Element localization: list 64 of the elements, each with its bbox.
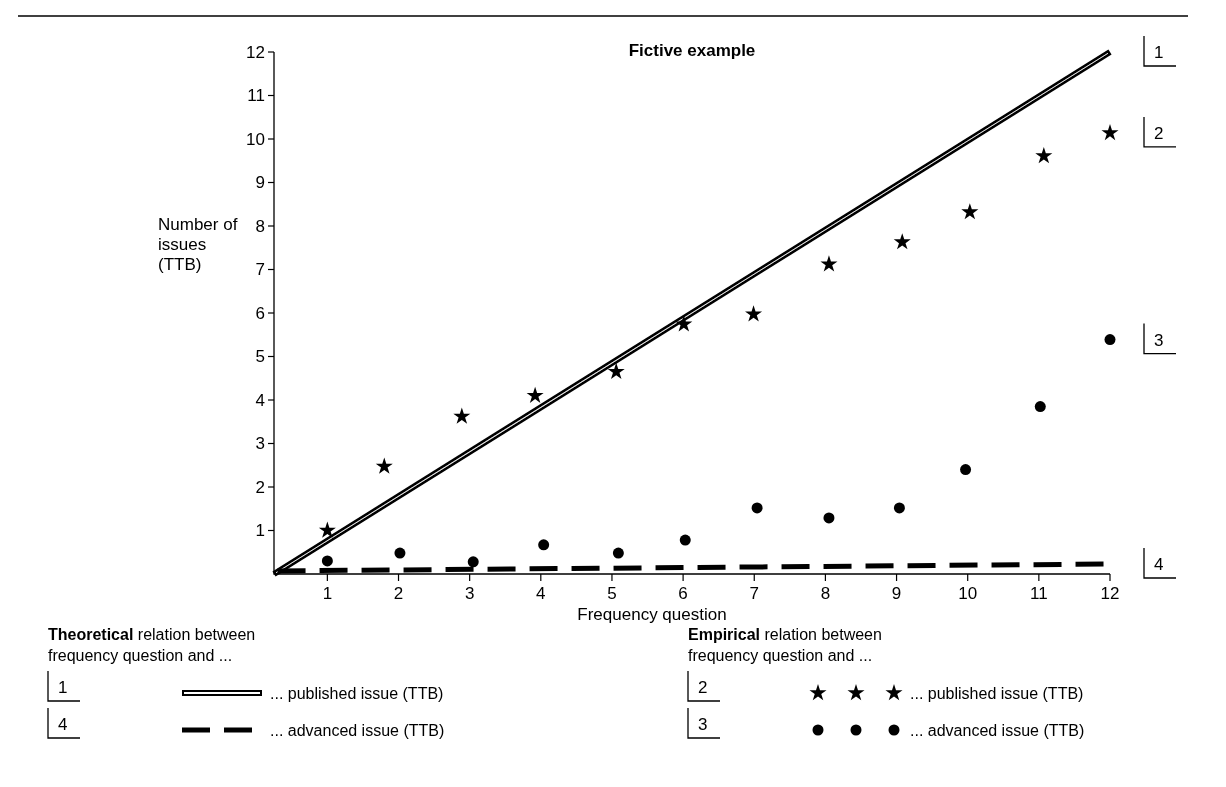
point <box>607 362 625 379</box>
text: 4 <box>1154 554 1164 574</box>
x-tick-label: 1 <box>322 584 333 603</box>
legend-label: ... advanced issue (TTB) <box>270 721 445 739</box>
legend-label: ... published issue (TTB) <box>270 684 444 702</box>
point <box>961 203 979 220</box>
point <box>893 233 911 250</box>
point <box>321 555 333 567</box>
point <box>823 512 835 524</box>
x-tick-label: 3 <box>464 584 475 603</box>
point <box>1104 334 1116 346</box>
y-axis-title: Number of issues (TTB) <box>158 215 238 274</box>
legend-label: ... advanced issue (TTB) <box>910 721 1085 739</box>
point <box>1035 147 1053 164</box>
x-tick-label: 12 <box>1100 584 1120 603</box>
x-tick-label: 8 <box>820 584 831 603</box>
point <box>467 556 479 568</box>
y-tick-label: 4 <box>255 390 265 410</box>
point <box>375 457 393 474</box>
point <box>893 502 905 514</box>
y-tick-label: 1 <box>255 521 265 541</box>
point <box>679 534 691 546</box>
point <box>526 386 544 403</box>
y-tick-label: 3 <box>255 434 265 454</box>
text: Empirical relation between frequency question and ... <box>688 626 882 664</box>
x-tick-label: 7 <box>749 584 759 603</box>
y-tick-label: 7 <box>255 260 265 280</box>
y-tick-label: 9 <box>255 173 265 193</box>
x-tick-label: 9 <box>891 584 902 603</box>
y-tick-label: 5 <box>255 347 265 367</box>
y-tick-label: 12 <box>246 42 265 62</box>
text: 1 <box>1154 43 1164 62</box>
text: 1 <box>58 678 68 697</box>
chart-title: Fictive example <box>628 41 756 60</box>
point <box>751 502 763 514</box>
x-tick-label: 2 <box>393 584 404 603</box>
text: 2 <box>1154 123 1164 143</box>
x-tick-label: 10 <box>958 584 978 603</box>
legend-label: ... published issue (TTB) <box>910 684 1084 702</box>
point <box>745 305 763 322</box>
point <box>318 521 336 538</box>
point <box>1034 401 1046 413</box>
point <box>538 539 550 551</box>
point <box>960 464 972 476</box>
point <box>453 407 471 424</box>
x-tick-label: 4 <box>536 584 546 603</box>
x-axis-title: Frequency question <box>577 605 727 624</box>
y-tick-label: 11 <box>247 86 265 106</box>
point <box>394 547 406 559</box>
text: 3 <box>1154 330 1164 350</box>
y-tick-label: 6 <box>255 303 265 323</box>
point <box>820 255 838 272</box>
x-tick-label: 11 <box>1030 584 1048 603</box>
point <box>612 547 624 559</box>
x-tick-label: 6 <box>678 584 688 603</box>
text: 2 <box>698 678 708 697</box>
text: 4 <box>58 715 68 734</box>
y-tick-label: 8 <box>255 216 265 236</box>
y-tick-label: 2 <box>255 477 265 497</box>
x-tick-label: 5 <box>607 584 617 603</box>
point <box>1101 123 1119 141</box>
y-tick-label: 10 <box>246 129 265 149</box>
text: Theoretical relation between frequency question and ... <box>48 626 256 664</box>
text: 3 <box>698 715 708 734</box>
